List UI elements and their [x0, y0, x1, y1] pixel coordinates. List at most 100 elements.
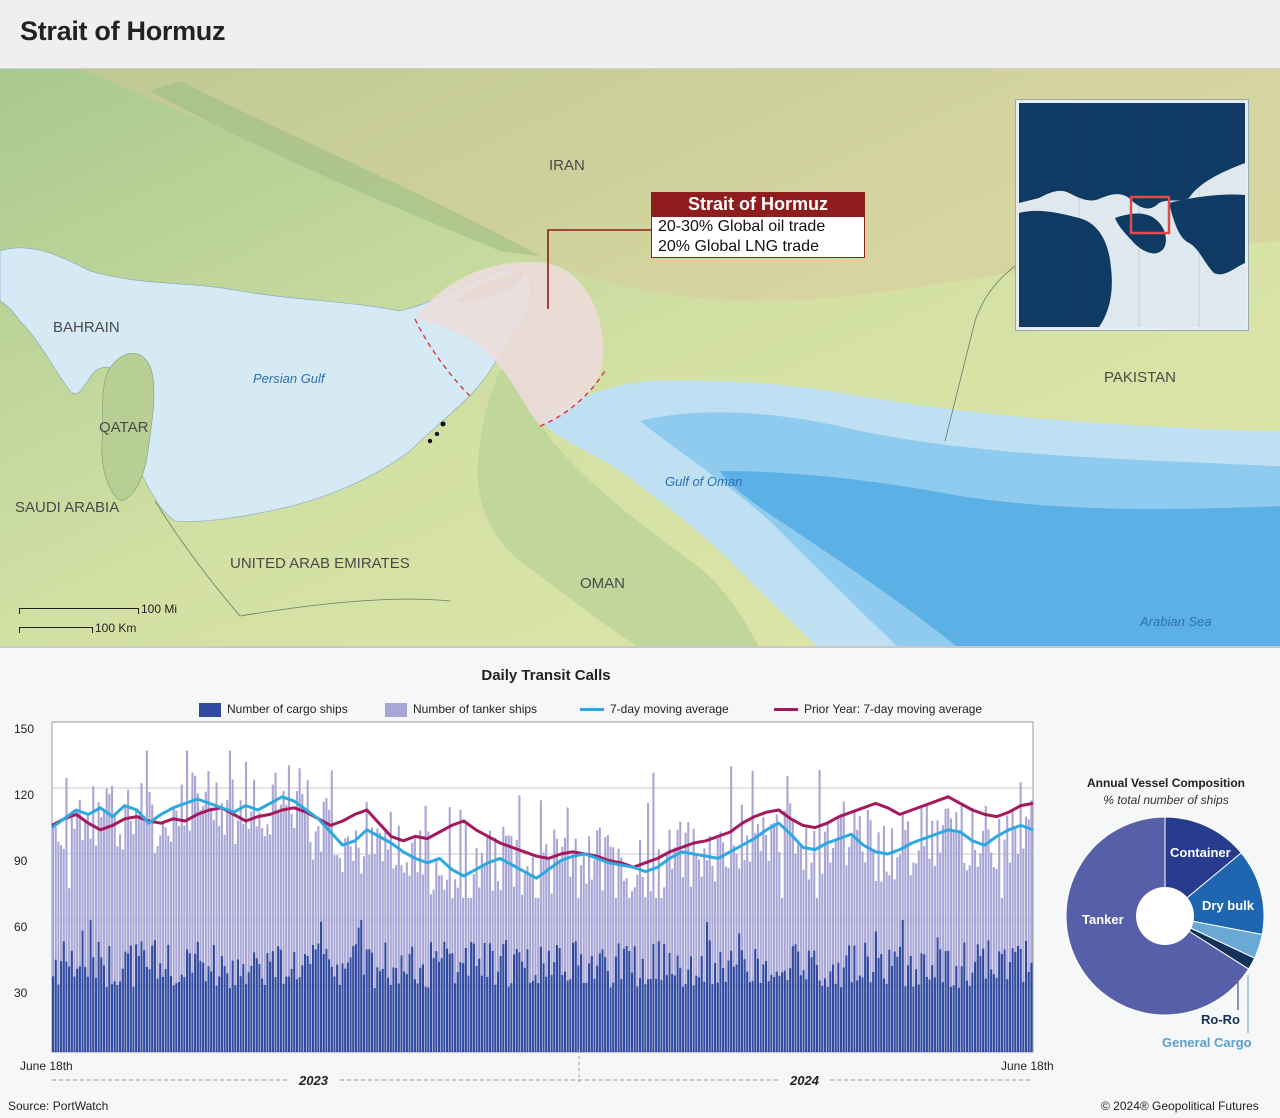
- tanker-bar: [467, 898, 470, 1052]
- qatar-land: [101, 352, 155, 502]
- cargo-bar: [577, 965, 580, 1052]
- tanker-bar: [944, 808, 947, 1052]
- cargo-bar: [692, 985, 695, 1052]
- cargo-bar: [1000, 954, 1003, 1052]
- cargo-bar: [226, 973, 229, 1052]
- tanker-bar: [253, 779, 256, 1052]
- tanker-bar: [60, 845, 63, 1052]
- cargo-bar: [826, 986, 829, 1052]
- cargo-bar: [588, 963, 591, 1052]
- cargo-bar: [949, 987, 952, 1052]
- cargo-bar: [169, 976, 173, 1052]
- cargo-bar: [89, 920, 92, 1052]
- cargo-bar: [620, 979, 623, 1052]
- cargo-bar: [652, 943, 655, 1052]
- tanker-bar: [330, 770, 333, 1052]
- cargo-bar: [277, 946, 280, 1052]
- cargo-bar: [255, 958, 258, 1052]
- tanker-bar: [561, 846, 564, 1052]
- cargo-bar: [638, 978, 642, 1052]
- cargo-bar: [274, 977, 277, 1052]
- tanker-bar: [671, 868, 674, 1052]
- cargo-bar: [510, 983, 513, 1052]
- tanker-bar: [494, 837, 497, 1052]
- cargo-bar: [939, 949, 942, 1052]
- tanker-bar: [770, 823, 773, 1052]
- cargo-bar: [129, 945, 132, 1052]
- tanker-bar: [904, 829, 907, 1052]
- cargo-bar: [269, 961, 272, 1052]
- tanker-bar: [279, 804, 282, 1052]
- tanker-bar: [258, 812, 261, 1052]
- tanker-bar: [384, 830, 387, 1052]
- tanker-bar: [124, 807, 127, 1052]
- cargo-bar: [767, 981, 770, 1052]
- tanker-bar: [882, 825, 885, 1052]
- pie-label-container: Container: [1170, 845, 1231, 860]
- cargo-bar: [60, 961, 63, 1052]
- cargo-bar: [837, 962, 840, 1052]
- tanker-bar: [866, 810, 869, 1052]
- tanker-bar: [949, 818, 952, 1052]
- tanker-bar: [928, 858, 931, 1052]
- cargo-bar: [127, 953, 130, 1052]
- cargo-bar: [507, 986, 510, 1052]
- tanker-bar: [108, 794, 111, 1052]
- tanker-bar: [392, 868, 395, 1052]
- cargo-bar: [990, 969, 993, 1052]
- cargo-bar: [491, 950, 494, 1052]
- cargo-bar: [848, 945, 851, 1052]
- tanker-bar: [960, 802, 963, 1052]
- tanker-bar: [1022, 848, 1025, 1052]
- cargo-bar: [76, 968, 79, 1052]
- tanker-bar: [177, 826, 181, 1052]
- cargo-bar: [813, 950, 816, 1052]
- tanker-bar: [539, 800, 542, 1052]
- prior-year-ma-line: [51, 795, 1034, 869]
- cargo-bar: [850, 982, 853, 1052]
- cargo-bar: [279, 949, 282, 1052]
- cargo-bar: [732, 966, 735, 1052]
- tanker-bar: [764, 835, 768, 1052]
- tanker-bar: [502, 826, 505, 1052]
- cargo-bar: [344, 968, 347, 1052]
- tanker-bar: [727, 867, 730, 1052]
- strait-arc-west: [414, 318, 471, 397]
- cargo-bar: [547, 950, 550, 1052]
- tanker-bar: [692, 828, 695, 1052]
- cargo-bar: [596, 965, 599, 1052]
- cargo-bar: [907, 965, 910, 1052]
- tanker-bar: [1011, 810, 1014, 1052]
- cargo-bar: [376, 967, 379, 1052]
- tanker-bar: [395, 864, 398, 1052]
- cargo-bar: [920, 953, 923, 1052]
- cargo-bar: [614, 956, 617, 1052]
- tanker-bar: [218, 826, 221, 1052]
- callout-leader: [547, 229, 651, 309]
- cargo-bar: [258, 964, 261, 1052]
- cargo-bar: [456, 972, 459, 1052]
- tanker-bar: [303, 810, 307, 1052]
- cargo-bar: [821, 985, 824, 1052]
- tanker-bar: [250, 811, 253, 1052]
- cargo-bar: [655, 978, 658, 1052]
- cargo-bar: [437, 961, 441, 1052]
- cargo-bar: [392, 967, 395, 1052]
- tanker-bar: [301, 793, 304, 1052]
- cargo-bar: [365, 949, 368, 1052]
- cargo-bar: [282, 983, 285, 1052]
- cargo-bar: [309, 963, 312, 1052]
- y-tick-90: 90: [14, 854, 28, 868]
- cargo-bar: [515, 949, 518, 1052]
- cargo-bar: [408, 953, 411, 1052]
- cargo-bar: [545, 976, 548, 1052]
- tanker-bar: [593, 859, 596, 1052]
- cargo-bar: [689, 956, 693, 1052]
- y-tick-120: 120: [14, 788, 35, 802]
- tanker-bar: [722, 842, 725, 1052]
- cargo-bar: [700, 956, 703, 1052]
- tanker-bar: [703, 848, 706, 1052]
- tanker-bar: [172, 807, 175, 1052]
- tanker-bar: [789, 803, 792, 1052]
- cargo-bar: [1024, 941, 1028, 1052]
